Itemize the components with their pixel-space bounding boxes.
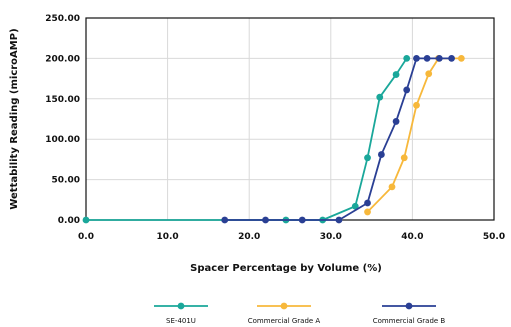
x-axis-ticks: 0.0 10.0 20.0 30.0 40.0 50.0: [78, 232, 505, 242]
series-line: [366, 57, 462, 213]
data-point: [262, 216, 269, 224]
y-tick-label: 200.00: [45, 54, 80, 64]
data-point: [376, 93, 384, 101]
data-point: [377, 151, 385, 158]
legend-item: SE-401U: [154, 302, 208, 325]
x-tick-label: 40.0: [401, 232, 423, 242]
legend-item: Commercial Grade B: [373, 302, 446, 325]
data-point: [413, 55, 420, 62]
legend-swatch-marker: [405, 302, 413, 310]
series: [364, 55, 465, 216]
data-point: [457, 55, 465, 62]
data-point: [392, 118, 400, 125]
y-axis-ticks: 0.00 50.00 100.00 150.00 200.00 250.00: [45, 14, 80, 226]
data-point: [298, 216, 306, 224]
x-tick-label: 20.0: [238, 232, 260, 242]
y-tick-label: 250.00: [45, 14, 80, 24]
data-point: [388, 183, 396, 191]
data-point: [423, 55, 431, 62]
plot-area-frame: [85, 17, 495, 221]
gridlines: [85, 17, 495, 221]
series: [221, 55, 455, 224]
data-point: [351, 202, 359, 210]
legend-label: Commercial Grade A: [248, 317, 321, 325]
data-point: [335, 216, 343, 224]
data-point: [221, 216, 229, 224]
x-tick-label: 50.0: [483, 232, 505, 242]
legend-label: Commercial Grade B: [373, 317, 446, 325]
legend-swatch-marker: [177, 302, 185, 310]
series-group: [82, 55, 465, 224]
data-point: [425, 70, 433, 78]
data-point: [413, 101, 420, 109]
data-point: [400, 154, 408, 162]
data-point: [364, 199, 371, 207]
x-tick-label: 0.0: [78, 232, 94, 242]
data-point: [403, 55, 411, 62]
x-axis-label: Spacer Percentage by Volume (%): [190, 263, 382, 274]
legend-item: Commercial Grade A: [248, 302, 321, 325]
y-tick-label: 150.00: [45, 95, 80, 105]
data-point: [364, 208, 371, 216]
legend-label: SE-401U: [166, 317, 196, 325]
x-tick-label: 30.0: [320, 232, 342, 242]
legend-swatch-marker: [280, 302, 288, 310]
data-point: [392, 71, 400, 78]
data-point: [435, 55, 443, 62]
data-point: [448, 55, 455, 62]
y-tick-label: 0.00: [58, 216, 80, 226]
y-tick-label: 50.00: [52, 176, 80, 186]
y-tick-label: 100.00: [45, 135, 80, 145]
data-point: [364, 154, 371, 162]
data-point: [403, 86, 411, 94]
data-point: [82, 216, 90, 224]
legend: SE-401U Commercial Grade A Commercial Grad…: [154, 302, 446, 325]
y-axis-label: Wettability Reading (microAMP): [9, 28, 20, 209]
x-tick-label: 10.0: [156, 232, 178, 242]
